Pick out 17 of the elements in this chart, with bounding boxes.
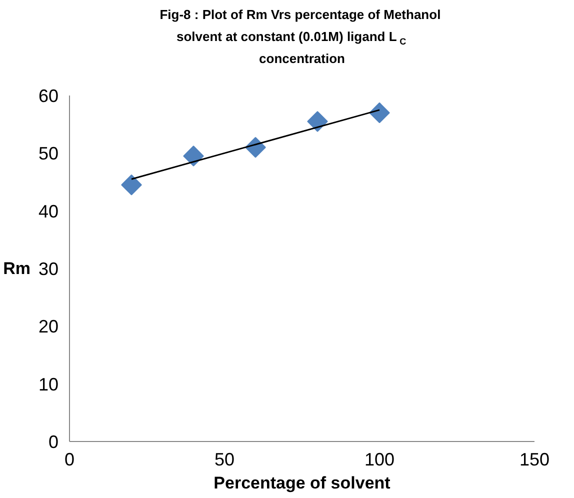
y-tick-label: 0 (48, 432, 59, 452)
y-tick-label: 10 (38, 374, 59, 394)
x-tick-label: 150 (519, 450, 550, 470)
point (307, 111, 328, 132)
y-tick-label: 40 (38, 201, 59, 222)
x-axis-title: Percentage of solvent (214, 474, 391, 492)
x-tick-label: 50 (214, 450, 235, 470)
point (121, 174, 142, 196)
y-tick-label: 60 (38, 86, 59, 106)
x-tick-label: 100 (364, 450, 395, 470)
point (183, 146, 204, 166)
y-tick-label: 20 (38, 316, 59, 337)
y-axis-title: Rm (3, 259, 30, 278)
y-tick-label: 50 (38, 144, 59, 164)
y-tick-label: 30 (38, 259, 59, 279)
point (369, 102, 390, 124)
x-tick-label: 0 (64, 450, 75, 470)
